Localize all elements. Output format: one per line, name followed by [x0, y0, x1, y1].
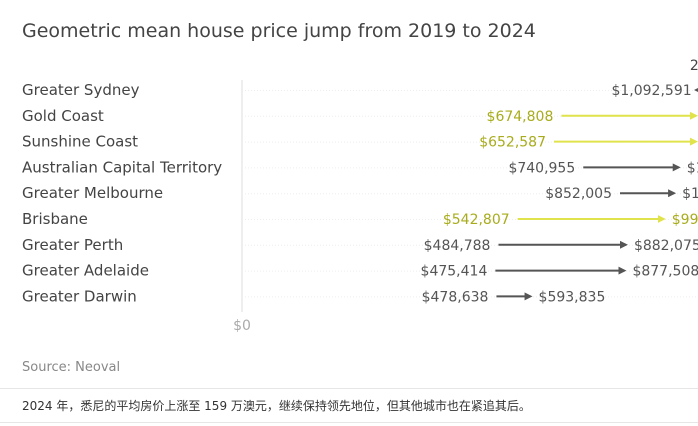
divider	[0, 388, 698, 389]
region-label: Australian Capital Territory	[22, 158, 222, 176]
end-value-label: $996,273	[672, 212, 698, 228]
region-label: Gold Coast	[22, 107, 104, 125]
region-label: Greater Adelaide	[22, 262, 149, 280]
end-value-label: $877,508	[632, 264, 698, 280]
end-value-label: $1,041,412	[687, 160, 698, 176]
caption: 2024 年，悉尼的平均房价上涨至 159 万澳元，继续保持领先地位，但其他城市…	[22, 399, 531, 413]
region-label: Greater Sydney	[22, 81, 140, 99]
zero-tick-label: $0	[233, 318, 251, 334]
end-value-label: $1,027,490	[682, 186, 698, 202]
start-value-label: $475,414	[421, 264, 488, 280]
region-label: Greater Darwin	[22, 287, 137, 305]
arrow-chart: $0 Greater Sydney $1,092,591 Gold Coast $67…	[22, 58, 698, 334]
source-note: Source: Neoval	[22, 360, 121, 375]
start-value-label: $674,808	[487, 109, 554, 125]
start-value-label: $652,587	[479, 135, 546, 151]
start-value-label: $542,807	[443, 212, 510, 228]
end-value-label: $593,835	[539, 289, 606, 305]
region-label: Greater Melbourne	[22, 184, 163, 202]
start-value-label: $478,638	[422, 289, 489, 305]
start-value-label: $1,092,591	[611, 83, 691, 99]
start-value-label: $852,005	[545, 186, 612, 202]
start-value-label: $484,788	[424, 238, 491, 254]
region-label: Greater Perth	[22, 236, 123, 254]
start-value-label: $740,955	[508, 160, 575, 176]
start-year-label: 2019	[690, 58, 698, 74]
divider	[0, 422, 698, 423]
chart-rows: Greater Sydney $1,092,591 Gold Coast $674,8…	[22, 81, 698, 305]
chart-title: Geometric mean house price jump from 201…	[22, 20, 536, 42]
region-label: Sunshine Coast	[22, 133, 138, 151]
end-value-label: $882,075	[634, 238, 698, 254]
region-label: Brisbane	[22, 210, 88, 228]
